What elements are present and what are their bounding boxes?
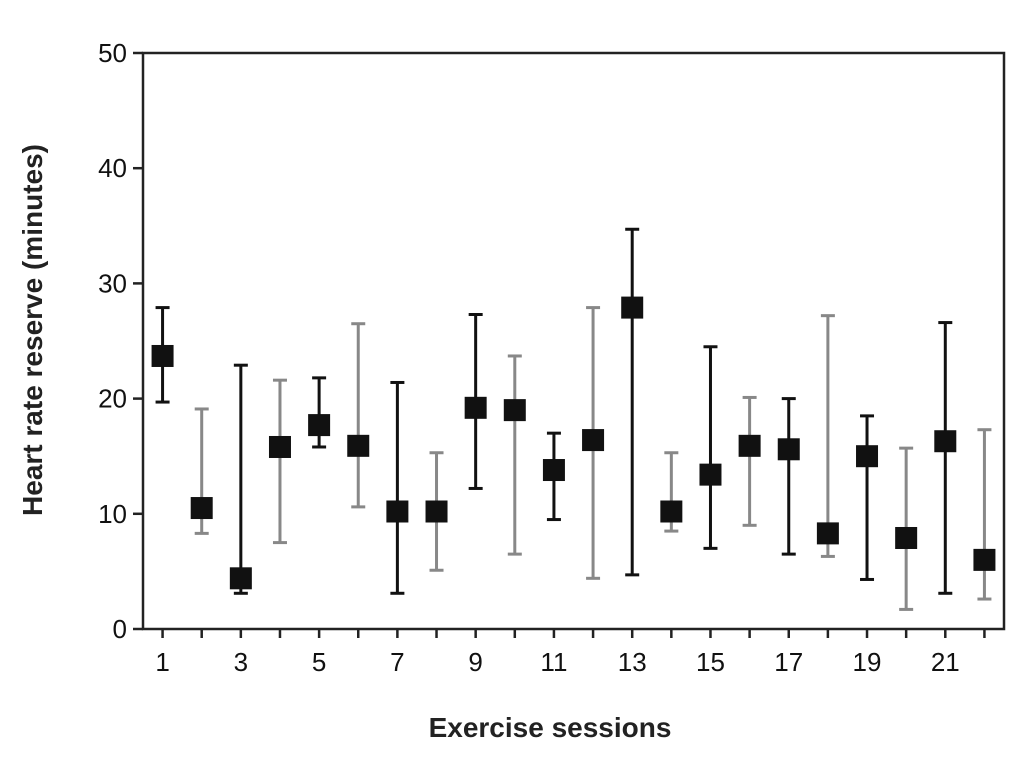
data-point-marker <box>464 396 487 419</box>
data-point-marker <box>699 463 722 486</box>
x-tick-label: 17 <box>774 647 803 677</box>
x-tick-label: 9 <box>468 647 482 677</box>
x-tick-label: 21 <box>931 647 960 677</box>
x-tick-label: 3 <box>234 647 248 677</box>
y-axis-ticks: 0 10 20 30 40 50 <box>98 38 143 644</box>
plot-frame <box>141 51 1006 631</box>
data-point-marker <box>386 500 409 523</box>
y-tick-label: 20 <box>98 384 127 414</box>
y-tick-label: 40 <box>98 153 127 183</box>
data-point-marker <box>973 548 996 571</box>
data-markers <box>151 296 996 590</box>
data-point-marker <box>229 567 252 590</box>
data-point-marker <box>816 522 839 545</box>
y-axis-title: Heart rate reserve (minutes) <box>17 144 48 516</box>
x-tick-label: 5 <box>312 647 326 677</box>
data-point-marker <box>582 429 605 452</box>
data-point-marker <box>425 500 448 523</box>
x-axis-ticks: 1 3 5 7 9 11 13 15 17 19 21 <box>155 629 986 677</box>
data-point-marker <box>621 296 644 319</box>
data-point-marker <box>895 526 918 549</box>
x-tick-label: 11 <box>540 647 567 677</box>
error-bars <box>155 227 992 611</box>
x-tick-label: 13 <box>618 647 647 677</box>
y-tick-label: 30 <box>98 268 127 298</box>
data-point-marker <box>542 459 565 482</box>
data-point-marker <box>934 430 957 453</box>
x-tick-label: 7 <box>390 647 404 677</box>
data-point-marker <box>347 434 370 457</box>
data-point-marker <box>856 445 879 468</box>
y-tick-label: 50 <box>98 38 127 68</box>
data-point-marker <box>777 438 800 461</box>
x-axis-title: Exercise sessions <box>429 712 672 743</box>
data-point-marker <box>660 500 683 523</box>
data-point-marker <box>268 435 291 458</box>
x-tick-label: 15 <box>696 647 725 677</box>
data-point-marker <box>151 344 174 367</box>
x-tick-label: 1 <box>155 647 169 677</box>
data-point-marker <box>738 434 761 457</box>
data-point-marker <box>503 399 526 422</box>
data-point-marker <box>190 497 213 520</box>
data-point-marker <box>308 414 331 437</box>
y-tick-label: 10 <box>98 499 127 529</box>
y-tick-label: 0 <box>113 614 127 644</box>
x-tick-label: 19 <box>853 647 882 677</box>
